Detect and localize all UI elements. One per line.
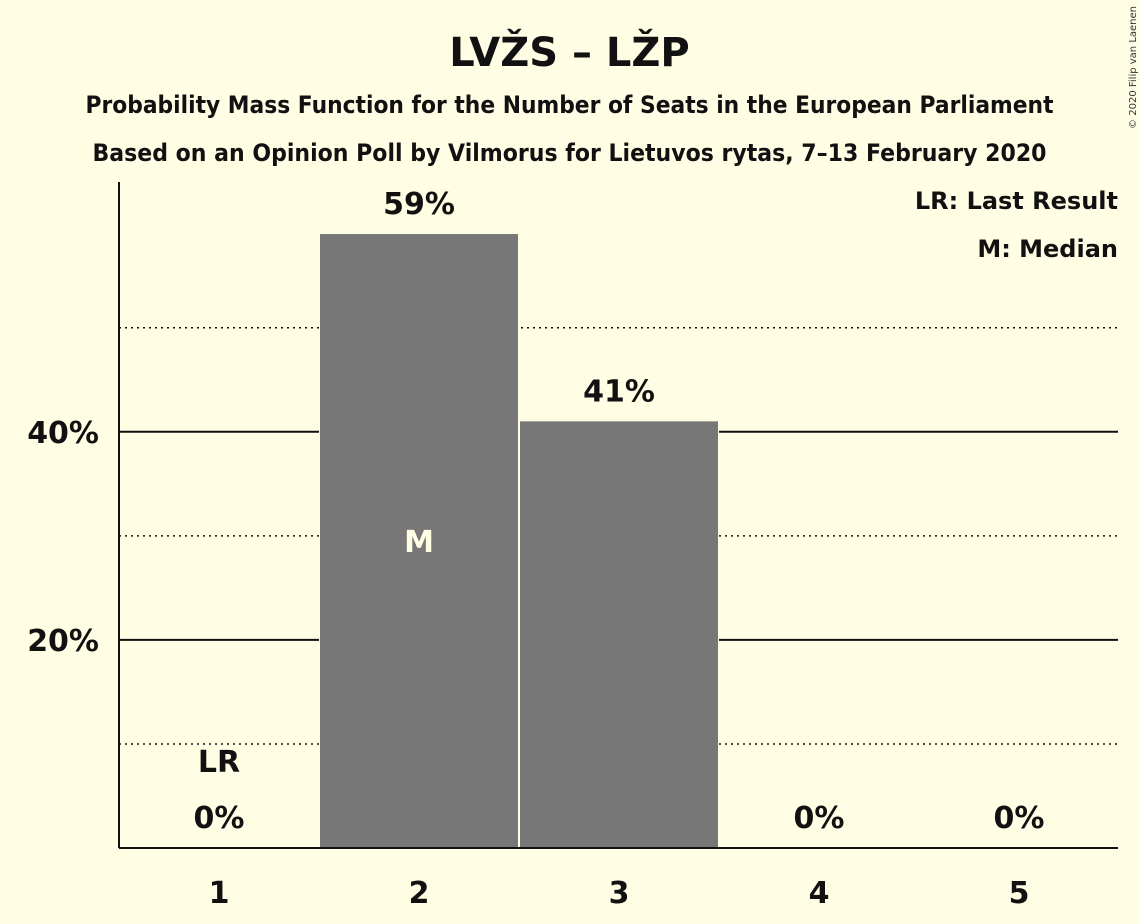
- legend-last-result: LR: Last Result: [915, 187, 1118, 215]
- bars: [319, 232, 719, 848]
- axes: [118, 182, 1118, 849]
- value-label-3: 41%: [583, 374, 655, 409]
- x-tick-label-2: 2: [409, 876, 430, 911]
- chart-subtitle-1: Probability Mass Function for the Number…: [86, 91, 1054, 119]
- last-result-marker: LR: [198, 745, 240, 780]
- x-tick-label-1: 1: [209, 876, 230, 911]
- x-tick-label-5: 5: [1009, 876, 1030, 911]
- value-label-4: 0%: [794, 801, 845, 836]
- bar-2: [320, 234, 518, 848]
- value-label-1: 0%: [194, 801, 245, 836]
- legend-median: M: Median: [977, 235, 1118, 263]
- y-tick-label-20: 20%: [27, 624, 99, 659]
- value-label-2: 59%: [383, 187, 455, 222]
- x-tick-label-3: 3: [609, 876, 630, 911]
- chart-subtitle-2: Based on an Opinion Poll by Vilmorus for…: [93, 139, 1047, 167]
- value-label-5: 0%: [994, 801, 1045, 836]
- median-marker: M: [404, 525, 434, 560]
- x-tick-label-4: 4: [809, 876, 830, 911]
- chart-title: LVŽS – LŽP: [449, 28, 689, 76]
- y-tick-label-40: 40%: [27, 416, 99, 451]
- bar-3: [520, 421, 718, 848]
- copyright-notice: © 2020 Filip van Laenen: [1128, 6, 1139, 129]
